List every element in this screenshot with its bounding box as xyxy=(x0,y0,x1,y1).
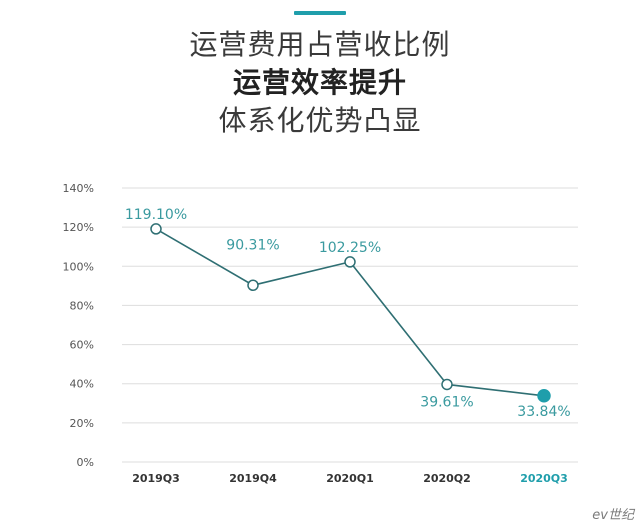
y-tick-label: 60% xyxy=(70,339,94,352)
y-axis-ticks: 0% 20% 40% 60% 80% 100% 120% 140% xyxy=(63,182,94,469)
x-tick-label: 2020Q1 xyxy=(326,472,374,485)
data-label: 33.84% xyxy=(517,404,570,420)
y-tick-label: 120% xyxy=(63,221,94,234)
x-tick-label: 2020Q2 xyxy=(423,472,471,485)
y-tick-label: 40% xyxy=(70,378,94,391)
chart-title: 运营费用占营收比例 运营效率提升 体系化优势凸显 xyxy=(0,26,640,140)
x-axis-ticks: 2019Q3 2019Q4 2020Q1 2020Q2 2020Q3 xyxy=(132,472,568,485)
title-line-3: 体系化优势凸显 xyxy=(218,104,422,137)
title-line-2: 运营效率提升 xyxy=(232,66,407,99)
y-tick-label: 100% xyxy=(63,260,94,273)
data-points xyxy=(150,223,551,403)
data-point xyxy=(441,378,453,391)
accent-bar xyxy=(294,11,346,15)
data-point xyxy=(344,256,356,268)
data-point xyxy=(537,389,551,403)
gridlines xyxy=(122,187,578,463)
data-label: 90.31% xyxy=(226,237,279,253)
data-label: 39.61% xyxy=(420,394,473,410)
data-labels: 119.10% 90.31% 102.25% 39.61% 33.84% xyxy=(125,207,571,420)
y-tick-label: 0% xyxy=(77,456,94,469)
y-tick-label: 140% xyxy=(63,182,94,195)
x-tick-label: 2019Q3 xyxy=(132,472,180,485)
y-tick-label: 80% xyxy=(70,299,94,312)
x-tick-label: 2020Q3 xyxy=(520,472,568,485)
data-point xyxy=(150,223,162,235)
y-tick-label: 20% xyxy=(70,417,94,430)
data-label: 119.10% xyxy=(125,207,187,223)
watermark: ev世纪 xyxy=(592,508,634,523)
x-tick-label: 2019Q4 xyxy=(229,472,277,485)
title-line-1: 运营费用占营收比例 xyxy=(189,28,451,61)
data-label: 102.25% xyxy=(319,240,381,256)
data-point xyxy=(247,279,259,292)
